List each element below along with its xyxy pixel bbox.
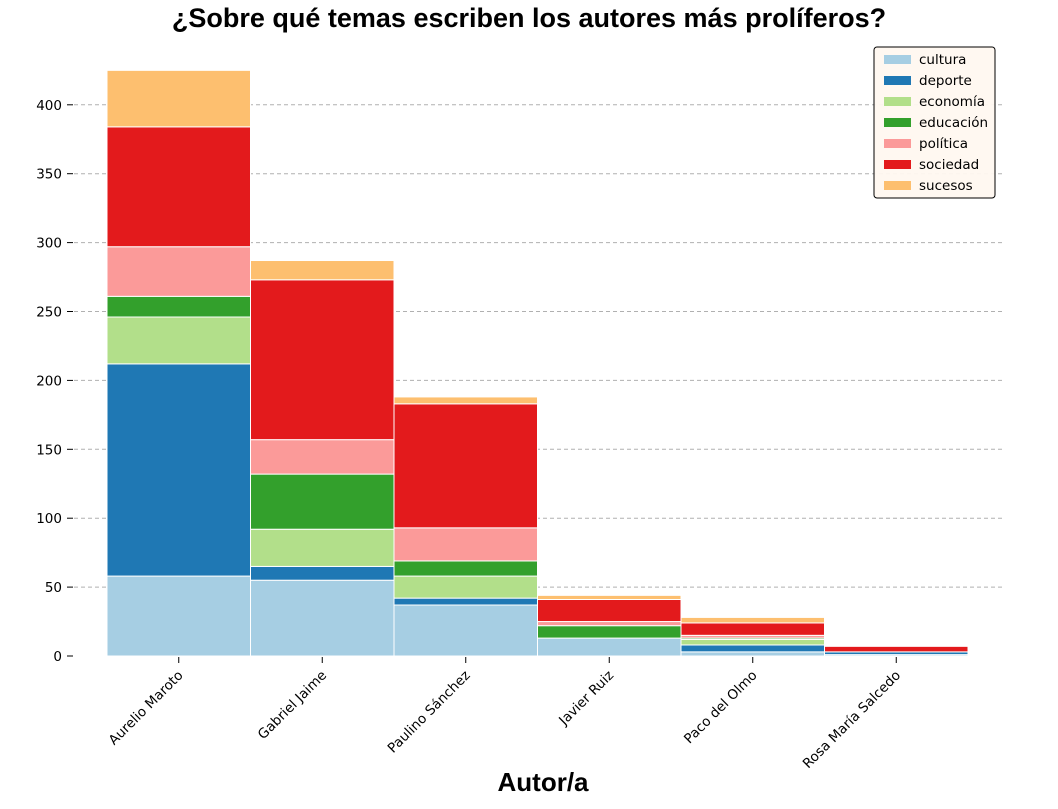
y-tick-label: 300 <box>36 236 62 252</box>
bar-segment-cultura <box>537 637 682 657</box>
bar-segment-sociedad <box>537 599 682 623</box>
bar-segment-cultura <box>106 575 251 657</box>
x-tick-label: Aurelio Maroto <box>106 668 187 749</box>
bar-segment-economía <box>250 528 395 567</box>
chart-title: ¿Sobre qué temas escriben los autores má… <box>171 3 887 33</box>
legend-swatch-economía <box>884 97 911 106</box>
x-tick-label: Paco del Olmo <box>681 668 761 748</box>
bar-segment-cultura <box>393 604 538 657</box>
bar-segment-deporte <box>393 597 538 606</box>
legend-swatch-política <box>884 139 911 148</box>
bar-segment-cultura <box>250 579 395 657</box>
legend-swatch-sucesos <box>884 181 911 190</box>
y-tick-label: 200 <box>36 373 62 389</box>
bar-segment-deporte <box>250 565 395 581</box>
legend-label: deporte <box>919 73 972 89</box>
y-tick-label: 100 <box>36 511 62 527</box>
bar-segment-política <box>106 246 251 297</box>
bar-segment-educación <box>537 625 682 639</box>
legend-label: política <box>919 136 968 152</box>
bar-segment-sucesos <box>393 396 538 405</box>
legend-label: educación <box>919 115 988 131</box>
y-tick-label: 150 <box>36 442 62 458</box>
x-tick-label: Paulino Sánchez <box>385 668 474 757</box>
bar-segment-sucesos <box>250 260 395 281</box>
x-tick-label: Gabriel Jaime <box>255 668 330 743</box>
bar-segment-educación <box>106 295 251 318</box>
bar-segment-educación <box>250 473 395 530</box>
bar-segment-cultura <box>680 651 825 657</box>
legend-label: economía <box>919 94 985 110</box>
bar-segment-deporte <box>106 363 251 577</box>
bar-segment-sociedad <box>106 126 251 248</box>
legend-label: sucesos <box>919 178 973 194</box>
legend-swatch-deporte <box>884 76 911 85</box>
bar-segment-sociedad <box>824 645 969 653</box>
y-tick-label: 400 <box>36 98 62 114</box>
y-tick-label: 50 <box>45 580 62 596</box>
bar-segment-economía <box>680 638 825 646</box>
bar-segment-sucesos <box>537 594 682 601</box>
legend-label: cultura <box>919 52 966 68</box>
bar-segment-política <box>537 621 682 627</box>
bar-segment-economía <box>106 316 251 365</box>
y-tick-label: 250 <box>36 305 62 321</box>
bar-segment-sucesos <box>106 69 251 128</box>
bar-segment-economía <box>393 575 538 599</box>
bar-segment-deporte <box>680 644 825 653</box>
y-tick-label: 0 <box>53 649 62 665</box>
legend-label: sociedad <box>919 157 979 173</box>
bar-segment-sucesos <box>680 616 825 624</box>
legend-swatch-sociedad <box>884 160 911 169</box>
legend: cultura deporte economía educación política s… <box>873 46 996 199</box>
bar-segment-sociedad <box>250 279 395 441</box>
legend-swatch-educación <box>884 118 911 127</box>
bars <box>106 69 969 657</box>
bar-segment-sociedad <box>680 622 825 636</box>
legend-swatch-cultura <box>884 55 911 64</box>
bar-segment-sociedad <box>393 403 538 529</box>
x-axis-label: Autor/a <box>498 767 590 797</box>
y-tick-label: 350 <box>36 167 62 183</box>
x-tick-label: Javier Ruiz <box>555 668 617 730</box>
x-tick-label: Rosa María Salcedo <box>800 668 904 772</box>
bar-segment-política <box>250 439 395 475</box>
bar-segment-educación <box>393 560 538 577</box>
bar-segment-política <box>393 527 538 562</box>
